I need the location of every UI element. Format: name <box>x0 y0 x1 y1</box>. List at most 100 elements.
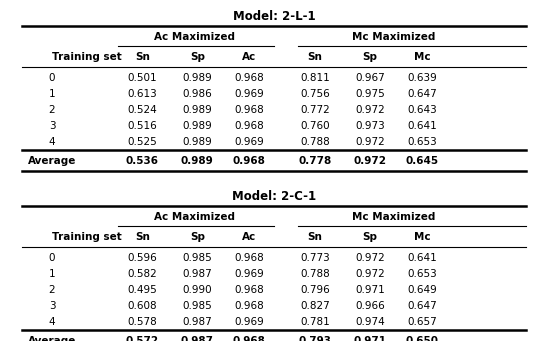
Text: 0.778: 0.778 <box>299 156 332 166</box>
Text: 0.974: 0.974 <box>355 317 385 327</box>
Text: 0.756: 0.756 <box>300 89 330 99</box>
Text: Ac Maximized: Ac Maximized <box>154 32 235 42</box>
Text: 0.578: 0.578 <box>128 317 157 327</box>
Text: 0.973: 0.973 <box>355 121 385 131</box>
Text: 0.793: 0.793 <box>299 336 332 341</box>
Text: 0.990: 0.990 <box>182 285 212 295</box>
Text: Sn: Sn <box>307 52 323 62</box>
Text: 3: 3 <box>49 301 55 311</box>
Text: 0.968: 0.968 <box>235 121 264 131</box>
Text: 0.968: 0.968 <box>235 105 264 115</box>
Text: 0.971: 0.971 <box>353 336 386 341</box>
Text: 0.968: 0.968 <box>235 253 264 263</box>
Text: 0.647: 0.647 <box>407 301 437 311</box>
Text: 0.967: 0.967 <box>355 73 385 83</box>
Text: 4: 4 <box>49 137 55 147</box>
Text: 3: 3 <box>49 121 55 131</box>
Text: 0.968: 0.968 <box>233 156 266 166</box>
Text: 0.975: 0.975 <box>355 89 385 99</box>
Text: 0.968: 0.968 <box>235 285 264 295</box>
Text: 0.796: 0.796 <box>300 285 330 295</box>
Text: 0.582: 0.582 <box>128 269 157 279</box>
Text: 0.972: 0.972 <box>353 156 386 166</box>
Text: Sp: Sp <box>362 52 378 62</box>
Text: 0.773: 0.773 <box>300 253 330 263</box>
Text: 0.969: 0.969 <box>235 269 264 279</box>
Text: Ac: Ac <box>242 52 256 62</box>
Text: 0.969: 0.969 <box>235 89 264 99</box>
Text: Model: 2-L-1: Model: 2-L-1 <box>233 10 315 23</box>
Text: 0.966: 0.966 <box>355 301 385 311</box>
Text: Training set: Training set <box>52 232 122 242</box>
Text: 0.608: 0.608 <box>128 301 157 311</box>
Text: Model: 2-C-1: Model: 2-C-1 <box>232 190 316 203</box>
Text: 2: 2 <box>49 285 55 295</box>
Text: 0.972: 0.972 <box>355 269 385 279</box>
Text: Mc: Mc <box>414 232 430 242</box>
Text: 0.788: 0.788 <box>300 137 330 147</box>
Text: 1: 1 <box>49 269 55 279</box>
Text: 0.972: 0.972 <box>355 105 385 115</box>
Text: Ac Maximized: Ac Maximized <box>154 212 235 222</box>
Text: 0.989: 0.989 <box>182 121 212 131</box>
Text: 0.969: 0.969 <box>235 317 264 327</box>
Text: 0.657: 0.657 <box>407 317 437 327</box>
Text: 0.987: 0.987 <box>181 336 214 341</box>
Text: Sn: Sn <box>135 52 150 62</box>
Text: Sp: Sp <box>190 52 205 62</box>
Text: 0.645: 0.645 <box>406 156 438 166</box>
Text: 0.971: 0.971 <box>355 285 385 295</box>
Text: Sp: Sp <box>190 232 205 242</box>
Text: 0.986: 0.986 <box>182 89 212 99</box>
Text: 0.968: 0.968 <box>233 336 266 341</box>
Text: 0.650: 0.650 <box>406 336 438 341</box>
Text: Training set: Training set <box>52 52 122 62</box>
Text: 0.653: 0.653 <box>407 269 437 279</box>
Text: 0.811: 0.811 <box>300 73 330 83</box>
Text: 0.987: 0.987 <box>182 269 212 279</box>
Text: 0.985: 0.985 <box>182 253 212 263</box>
Text: 0.788: 0.788 <box>300 269 330 279</box>
Text: 0.647: 0.647 <box>407 89 437 99</box>
Text: 0.989: 0.989 <box>181 156 214 166</box>
Text: 0.653: 0.653 <box>407 137 437 147</box>
Text: 0.760: 0.760 <box>300 121 330 131</box>
Text: Sn: Sn <box>135 232 150 242</box>
Text: 2: 2 <box>49 105 55 115</box>
Text: 1: 1 <box>49 89 55 99</box>
Text: 0.969: 0.969 <box>235 137 264 147</box>
Text: Average: Average <box>28 156 76 166</box>
Text: 0.772: 0.772 <box>300 105 330 115</box>
Text: Sn: Sn <box>307 232 323 242</box>
Text: 0.641: 0.641 <box>407 253 437 263</box>
Text: 0: 0 <box>49 253 55 263</box>
Text: 0.596: 0.596 <box>128 253 157 263</box>
Text: Sp: Sp <box>362 232 378 242</box>
Text: Mc: Mc <box>414 52 430 62</box>
Text: 0.536: 0.536 <box>126 156 159 166</box>
Text: 0.968: 0.968 <box>235 301 264 311</box>
Text: 0.525: 0.525 <box>128 137 157 147</box>
Text: Mc Maximized: Mc Maximized <box>352 212 435 222</box>
Text: 0.572: 0.572 <box>126 336 159 341</box>
Text: 4: 4 <box>49 317 55 327</box>
Text: 0.524: 0.524 <box>128 105 157 115</box>
Text: 0.781: 0.781 <box>300 317 330 327</box>
Text: 0.972: 0.972 <box>355 137 385 147</box>
Text: Average: Average <box>28 336 76 341</box>
Text: 0.613: 0.613 <box>128 89 157 99</box>
Text: 0.989: 0.989 <box>182 137 212 147</box>
Text: 0.985: 0.985 <box>182 301 212 311</box>
Text: 0.827: 0.827 <box>300 301 330 311</box>
Text: 0.968: 0.968 <box>235 73 264 83</box>
Text: 0.501: 0.501 <box>128 73 157 83</box>
Text: 0.987: 0.987 <box>182 317 212 327</box>
Text: 0.649: 0.649 <box>407 285 437 295</box>
Text: 0.639: 0.639 <box>407 73 437 83</box>
Text: 0.989: 0.989 <box>182 105 212 115</box>
Text: 0.516: 0.516 <box>128 121 157 131</box>
Text: 0.495: 0.495 <box>128 285 157 295</box>
Text: 0.972: 0.972 <box>355 253 385 263</box>
Text: 0.641: 0.641 <box>407 121 437 131</box>
Text: 0.643: 0.643 <box>407 105 437 115</box>
